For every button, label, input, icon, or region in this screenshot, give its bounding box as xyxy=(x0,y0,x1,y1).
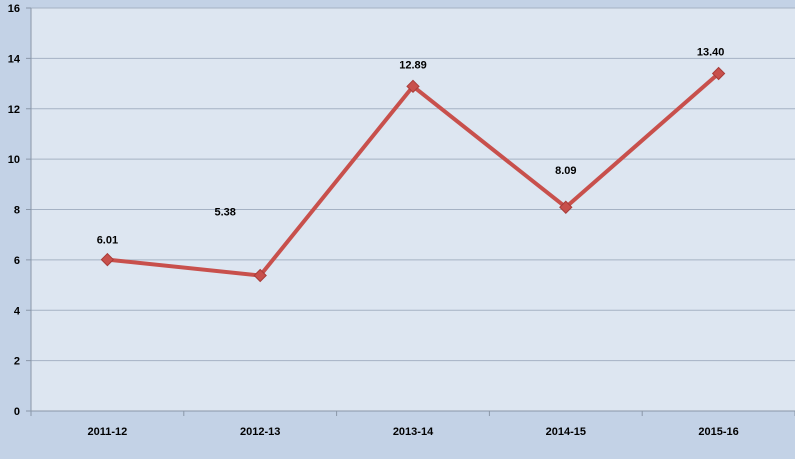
y-tick-label: 14 xyxy=(8,53,21,65)
x-tick-label: 2014-15 xyxy=(546,426,586,438)
x-tick-label: 2013-14 xyxy=(393,426,434,438)
y-tick-label: 0 xyxy=(14,406,20,418)
data-label: 6.01 xyxy=(97,235,118,247)
y-tick-label: 10 xyxy=(8,154,20,166)
data-point-marker xyxy=(100,252,115,267)
y-tick-label: 16 xyxy=(8,3,20,15)
data-label: 12.89 xyxy=(399,59,427,71)
y-tick-label: 2 xyxy=(14,356,20,368)
data-label: 5.38 xyxy=(214,206,235,218)
x-tick-label: 2015-16 xyxy=(698,426,738,438)
y-tick-label: 12 xyxy=(8,104,20,116)
y-tick-label: 6 xyxy=(14,255,20,267)
data-label: 13.40 xyxy=(697,46,725,58)
y-tick-label: 4 xyxy=(14,305,21,317)
y-tick-label: 8 xyxy=(14,205,20,217)
x-tick-label: 2012-13 xyxy=(240,426,280,438)
data-point-marker xyxy=(559,200,573,214)
x-tick-label: 2011-12 xyxy=(88,426,128,438)
data-point-marker xyxy=(253,268,267,283)
data-point-marker xyxy=(711,66,726,81)
data-label: 8.09 xyxy=(555,165,576,177)
data-point-marker xyxy=(406,79,420,94)
